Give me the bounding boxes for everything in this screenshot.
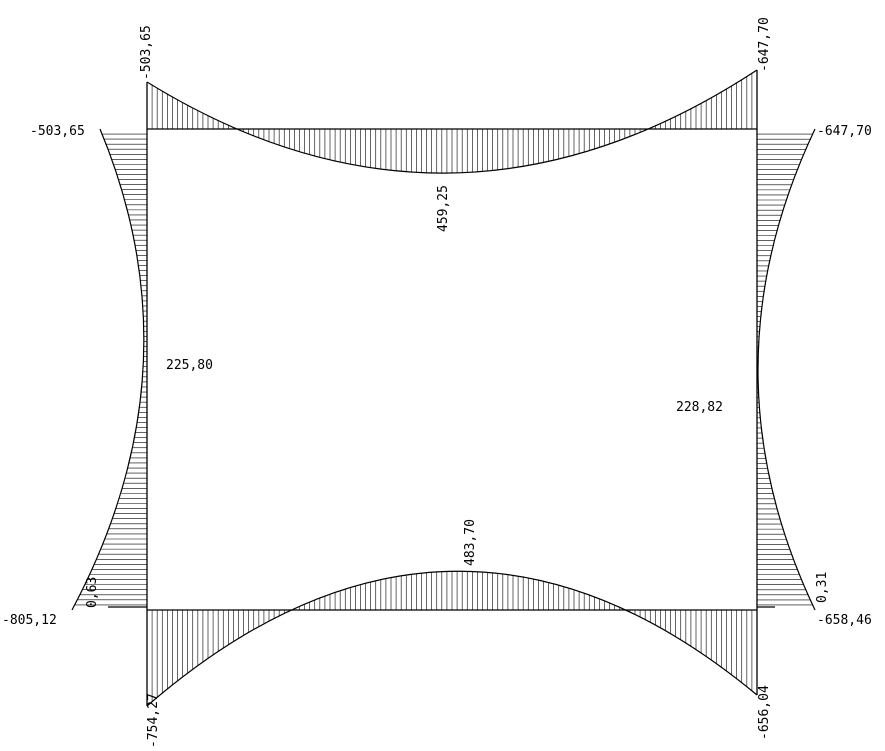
label-top-beam-midspan: 459,25 xyxy=(436,185,451,232)
label-bottom-right-vertical: -656,04 xyxy=(757,685,772,740)
label-bottom-left-horizontal: -805,12 xyxy=(2,613,57,628)
label-top-left-vertical: -503,65 xyxy=(139,25,154,80)
moment-curves xyxy=(71,69,816,707)
label-top-right-horizontal: -647,70 xyxy=(817,124,872,139)
label-bottom-left-vertical: -754,27 xyxy=(146,693,161,748)
label-right-column-midspan: 228,82 xyxy=(676,400,723,415)
label-bottom-right-small: 0,31 xyxy=(815,572,830,603)
frame-members xyxy=(146,70,758,706)
label-left-column-midspan: 225,80 xyxy=(166,358,213,373)
moment-hatching xyxy=(74,73,813,702)
label-top-left-horizontal: -503,65 xyxy=(30,124,85,139)
label-bottom-beam-midspan: 483,70 xyxy=(463,519,478,566)
label-top-right-vertical: -647,70 xyxy=(757,17,772,72)
label-bottom-right-horizontal: -658,46 xyxy=(817,613,872,628)
top-beam-moment-curve xyxy=(146,69,758,174)
left-column-moment-curve xyxy=(71,128,145,611)
label-bottom-left-small: 0,63 xyxy=(85,577,100,608)
right-column-moment-curve xyxy=(757,128,816,611)
bottom-beam-moment-curve xyxy=(146,570,758,707)
